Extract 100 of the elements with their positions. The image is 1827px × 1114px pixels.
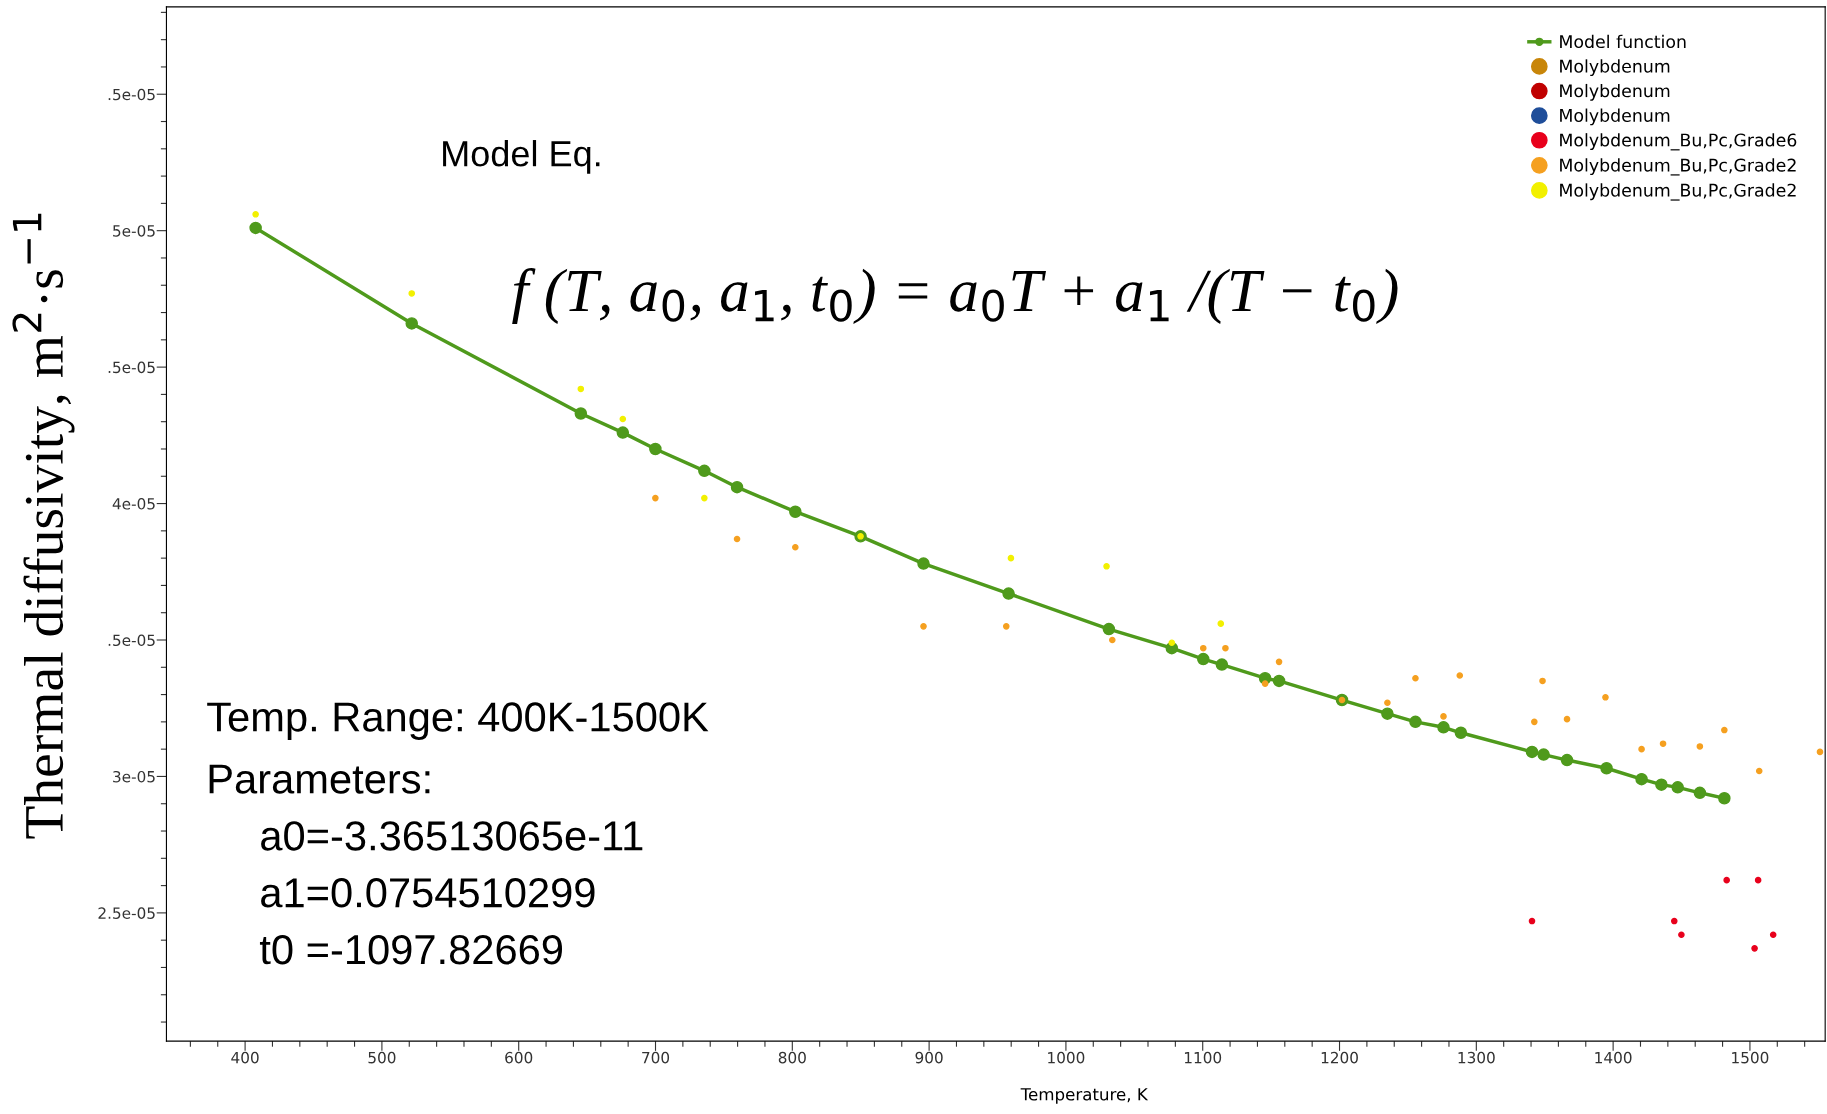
point bbox=[792, 543, 799, 551]
point bbox=[1769, 931, 1777, 939]
point bbox=[1655, 778, 1668, 791]
y-axis-title: Thermal diffusivity, m$^{2}$·s$^{−1}$ bbox=[12, 213, 75, 839]
y-tick-label: 4e-05 bbox=[112, 498, 155, 510]
point bbox=[1751, 945, 1758, 952]
point bbox=[1007, 554, 1015, 562]
point bbox=[1528, 917, 1536, 925]
point bbox=[1409, 715, 1422, 729]
point bbox=[1102, 622, 1116, 636]
point bbox=[1222, 644, 1229, 652]
point bbox=[730, 480, 744, 494]
point bbox=[1002, 587, 1015, 600]
y-tick-label: 2.5e-05 bbox=[98, 907, 155, 919]
legend-label: Molybdenum_Bu,Pc,Grade2 bbox=[1560, 158, 1796, 176]
x-tick-label: 500 bbox=[368, 1051, 396, 1064]
point bbox=[1525, 745, 1539, 759]
point bbox=[577, 385, 585, 393]
point bbox=[1563, 715, 1571, 723]
point bbox=[1755, 767, 1763, 775]
point bbox=[1696, 743, 1704, 750]
point bbox=[1412, 674, 1419, 682]
point bbox=[1638, 745, 1645, 753]
point bbox=[1816, 748, 1824, 756]
annotation: a1=0.0754510299 bbox=[261, 878, 595, 908]
point bbox=[1454, 726, 1468, 740]
point bbox=[920, 623, 927, 630]
point bbox=[1693, 786, 1707, 800]
point bbox=[652, 494, 659, 502]
x-axis-title: Temperature, K bbox=[1020, 1088, 1149, 1104]
point bbox=[1723, 876, 1730, 884]
point bbox=[1168, 639, 1176, 647]
point bbox=[619, 415, 627, 423]
annotation: a0=-3.36513065e-11 bbox=[261, 821, 643, 851]
x-tick-label: 1500 bbox=[1732, 1051, 1769, 1064]
y-tick-label: 5e-05 bbox=[113, 225, 155, 237]
point bbox=[789, 505, 802, 518]
point bbox=[1261, 680, 1269, 687]
point bbox=[1217, 620, 1225, 627]
point bbox=[1718, 792, 1731, 805]
point bbox=[1002, 623, 1010, 630]
point bbox=[1537, 748, 1550, 761]
y-tick-label: .5e-05 bbox=[108, 634, 155, 647]
legend-label: Molybdenum bbox=[1560, 59, 1670, 77]
point bbox=[1215, 658, 1229, 671]
point bbox=[649, 442, 662, 456]
point bbox=[1456, 672, 1464, 679]
x-tick-label: 1300 bbox=[1458, 1051, 1495, 1064]
legend-label: Molybdenum bbox=[1560, 108, 1670, 126]
point bbox=[698, 464, 711, 478]
point bbox=[252, 211, 259, 218]
point bbox=[1671, 781, 1684, 794]
point bbox=[1600, 762, 1613, 775]
x-tick-label: 900 bbox=[915, 1051, 943, 1064]
x-tick-label: 800 bbox=[778, 1051, 806, 1064]
x-tick-label: 1100 bbox=[1184, 1051, 1222, 1064]
point bbox=[1635, 772, 1648, 786]
y-tick-label: 3e-05 bbox=[113, 770, 155, 783]
point bbox=[701, 494, 708, 502]
y-tick-label: .5e-05 bbox=[108, 88, 155, 101]
x-tick-label: 1400 bbox=[1595, 1051, 1632, 1064]
annotation: Parameters: bbox=[209, 764, 430, 794]
point bbox=[917, 557, 930, 570]
point bbox=[1602, 694, 1609, 701]
x-tick-label: 1000 bbox=[1048, 1051, 1085, 1064]
point bbox=[1272, 674, 1286, 688]
point bbox=[1437, 721, 1450, 734]
annotation: t0 =-1097.82669 bbox=[259, 934, 563, 965]
point bbox=[1678, 931, 1685, 939]
legend-label: Molybdenum_Bu,Pc,Grade2 bbox=[1560, 183, 1796, 201]
point bbox=[733, 535, 741, 543]
point bbox=[1109, 636, 1116, 644]
annotation: Temp. Range: 400K-1500K bbox=[207, 702, 709, 740]
x-tick-label: 400 bbox=[231, 1051, 259, 1064]
legend-label: Model function bbox=[1560, 34, 1686, 49]
x-tick-label: 1200 bbox=[1321, 1051, 1358, 1064]
legend-label: Molybdenum bbox=[1560, 83, 1670, 101]
point bbox=[1721, 726, 1728, 734]
point bbox=[405, 317, 418, 330]
point bbox=[1531, 718, 1538, 726]
point bbox=[408, 290, 416, 297]
point bbox=[1197, 652, 1210, 666]
point bbox=[1539, 677, 1546, 685]
point bbox=[616, 426, 630, 439]
point bbox=[1275, 658, 1283, 666]
y-tick-label: .5e-05 bbox=[108, 361, 155, 374]
annotation: Model Eq. bbox=[443, 140, 600, 174]
point bbox=[249, 221, 262, 235]
x-tick-label: 700 bbox=[642, 1051, 670, 1064]
point bbox=[1670, 917, 1678, 925]
point bbox=[1381, 707, 1394, 720]
point bbox=[1103, 563, 1110, 570]
point bbox=[1560, 753, 1574, 767]
point bbox=[1384, 699, 1391, 707]
point bbox=[1659, 740, 1667, 747]
text: f (T, a$_{0}$, a$_{1}$, t$_{0}$) = a$_{0}$T + a$_{1}$ /(T − t$_{0}$) bbox=[512, 268, 1398, 325]
x-tick-label: 600 bbox=[505, 1051, 533, 1064]
point bbox=[574, 407, 588, 420]
point bbox=[1199, 644, 1207, 652]
point bbox=[1754, 876, 1762, 884]
